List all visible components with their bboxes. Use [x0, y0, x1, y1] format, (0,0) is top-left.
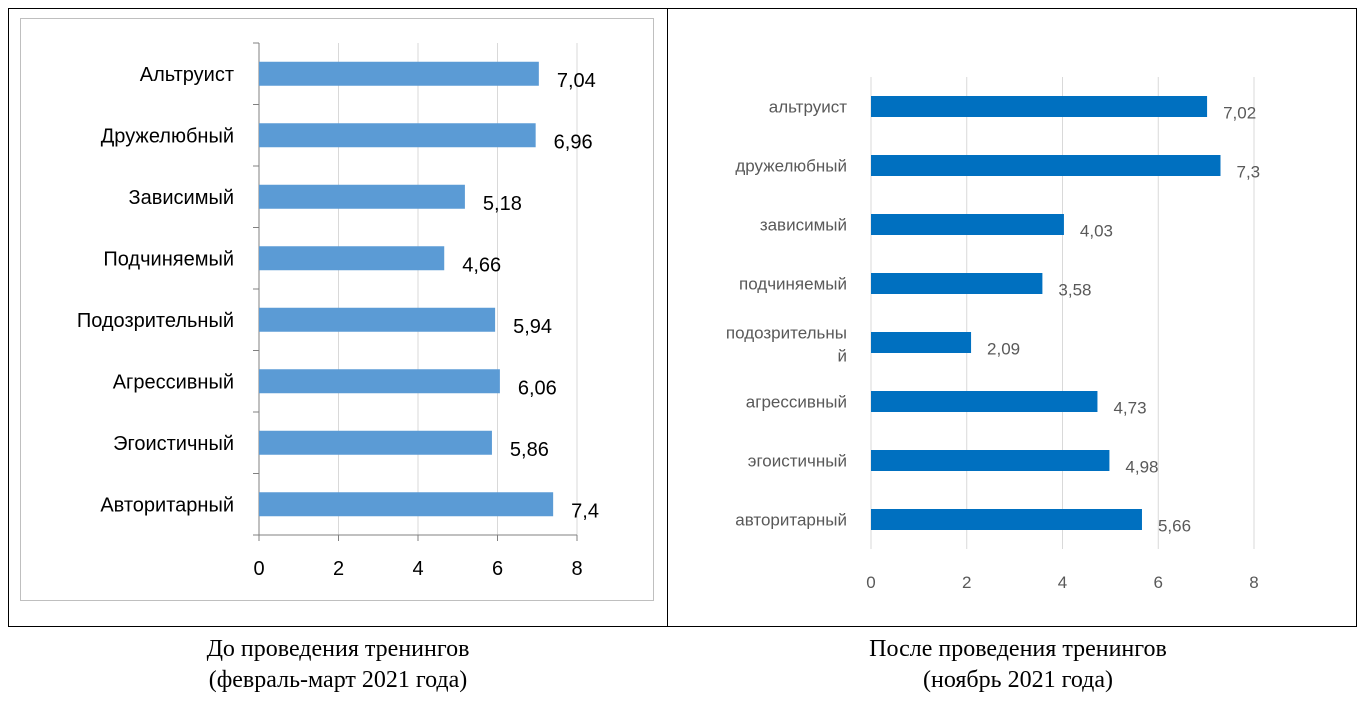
value-label: 5,66 — [1158, 517, 1191, 536]
caption-before: До проведения тренингов (февраль-март 20… — [8, 634, 668, 696]
bar — [871, 214, 1064, 235]
caption-after: После проведения тренингов (ноябрь 2021 … — [688, 634, 1348, 696]
category-label: Альтруист — [140, 64, 234, 86]
bar — [871, 96, 1208, 117]
x-tick-label: 8 — [571, 558, 582, 580]
category-label: Зависимый — [129, 187, 234, 209]
x-tick-label: 6 — [492, 558, 503, 580]
value-label: 5,86 — [510, 439, 549, 461]
bar — [259, 246, 445, 271]
bar — [871, 332, 972, 353]
bar — [871, 155, 1221, 176]
bar — [259, 430, 492, 455]
x-tick-label: 6 — [1154, 573, 1163, 592]
x-tick-label: 4 — [412, 558, 423, 580]
category-label: агрессивный — [746, 393, 847, 412]
category-label: зависимый — [760, 216, 847, 235]
value-label: 6,06 — [518, 377, 557, 399]
category-label: Агрессивный — [113, 371, 234, 393]
bar — [259, 307, 496, 332]
table-frame — [8, 8, 1357, 627]
value-label: 5,94 — [513, 316, 552, 338]
bar — [871, 273, 1043, 294]
category-label: подчиняемый — [739, 275, 847, 294]
x-tick-label: 8 — [1249, 573, 1258, 592]
value-label: 4,03 — [1080, 222, 1113, 241]
x-tick-label: 4 — [1058, 573, 1067, 592]
caption-before-line-1: До проведения тренингов — [206, 636, 470, 662]
x-tick-label: 2 — [333, 558, 344, 580]
bar — [259, 369, 500, 394]
value-label: 6,96 — [554, 131, 593, 153]
caption-before-line-2: (февраль-март 2021 года) — [208, 667, 468, 693]
value-label: 4,73 — [1113, 399, 1146, 418]
bar — [259, 123, 536, 148]
category-label: Эгоистичный — [113, 433, 234, 455]
value-label: 3,58 — [1058, 281, 1091, 300]
table-divider — [667, 8, 668, 627]
bar — [871, 391, 1098, 412]
category-label: авторитарный — [735, 511, 847, 530]
value-label: 2,09 — [987, 340, 1020, 359]
value-label: 7,3 — [1236, 163, 1260, 182]
value-label: 7,02 — [1223, 104, 1256, 123]
x-tick-label: 0 — [866, 573, 875, 592]
value-label: 4,98 — [1125, 458, 1158, 477]
category-label: й — [838, 347, 848, 366]
bar — [259, 61, 539, 86]
bar — [871, 450, 1110, 471]
category-label: Подозрительный — [77, 310, 234, 332]
category-label: Дружелюбный — [101, 125, 234, 147]
value-label: 7,04 — [557, 70, 596, 92]
category-label: альтруист — [769, 98, 847, 117]
x-tick-label: 2 — [962, 573, 971, 592]
value-label: 7,4 — [571, 500, 599, 522]
bar — [259, 184, 465, 209]
x-tick-label: 0 — [253, 558, 264, 580]
category-label: подозрительны — [726, 324, 847, 343]
value-label: 5,18 — [483, 193, 522, 215]
category-label: Авторитарный — [100, 494, 234, 516]
bar — [871, 509, 1142, 530]
category-label: эгоистичный — [748, 452, 847, 471]
bar — [259, 492, 554, 517]
value-label: 4,66 — [462, 254, 501, 276]
category-label: дружелюбный — [735, 157, 847, 176]
category-label: Подчиняемый — [103, 248, 234, 270]
caption-after-line-2: (ноябрь 2021 года) — [923, 667, 1113, 693]
caption-after-line-1: После проведения тренингов — [869, 636, 1167, 662]
